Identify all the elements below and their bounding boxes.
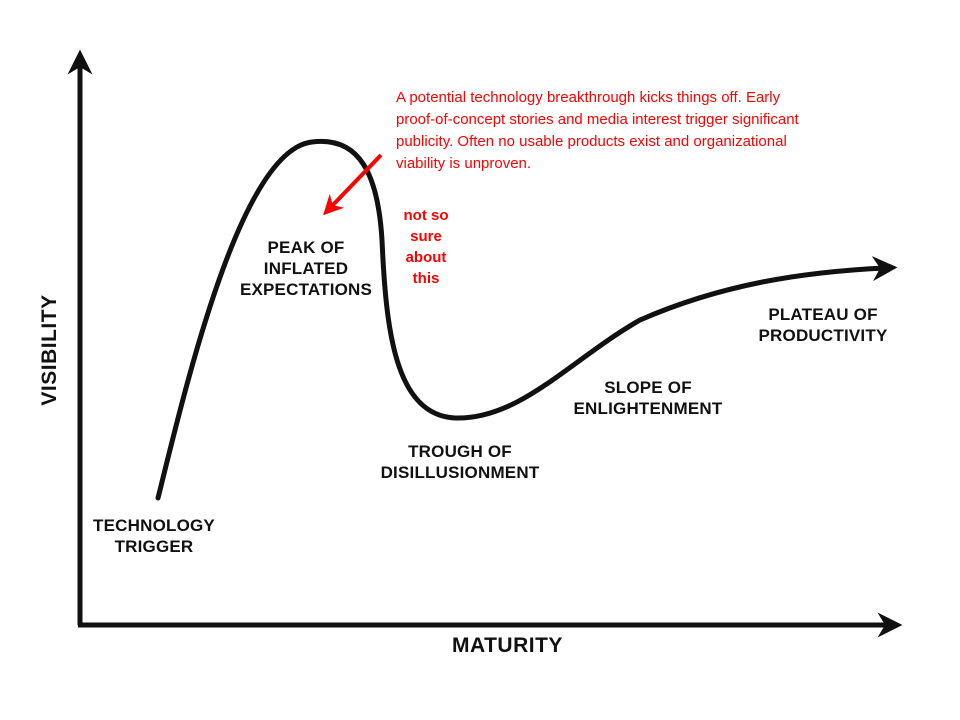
phase-line: EXPECTATIONS	[239, 280, 373, 299]
phase-line: TROUGH OF	[408, 442, 512, 461]
phase-label-peak: PEAK OF INFLATED EXPECTATIONS	[228, 237, 384, 300]
phase-label-technology-trigger: TECHNOLOGY TRIGGER	[84, 515, 224, 557]
annotation-line: proof-of-concept stories and media inter…	[396, 111, 799, 128]
side-note-line: about	[405, 249, 447, 266]
side-note-line: not so	[403, 207, 449, 224]
side-note: not so sure about this	[390, 205, 462, 289]
phase-line: TECHNOLOGY	[93, 516, 215, 535]
annotation-line: viability is unproven.	[396, 155, 532, 172]
annotation-line: publicity. Often no usable products exis…	[396, 133, 787, 150]
x-axis-label: MATURITY	[452, 634, 563, 657]
phase-label-trough: TROUGH OF DISILLUSIONMENT	[370, 441, 550, 483]
phase-line: PEAK OF	[267, 238, 345, 257]
hype-curve	[155, 138, 898, 501]
phase-label-slope: SLOPE OF ENLIGHTENMENT	[565, 377, 731, 419]
phase-line: ENLIGHTENMENT	[573, 399, 723, 418]
annotation-line: A potential technology breakthrough kick…	[396, 89, 781, 106]
annotation-arrow	[323, 153, 383, 216]
phase-line: TRIGGER	[114, 537, 194, 556]
y-axis-label: VISIBILITY	[38, 294, 61, 406]
phase-line: SLOPE OF	[604, 378, 692, 397]
phase-label-plateau: PLATEAU OF PRODUCTIVITY	[748, 304, 898, 346]
phase-line: PLATEAU OF	[768, 305, 878, 324]
side-note-line: sure	[410, 228, 442, 245]
phase-line: DISILLUSIONMENT	[380, 463, 540, 482]
phase-line: INFLATED	[263, 259, 349, 278]
phase-line: PRODUCTIVITY	[758, 326, 888, 345]
annotation-text: A potential technology breakthrough kick…	[396, 87, 916, 175]
side-note-line: this	[412, 270, 440, 287]
